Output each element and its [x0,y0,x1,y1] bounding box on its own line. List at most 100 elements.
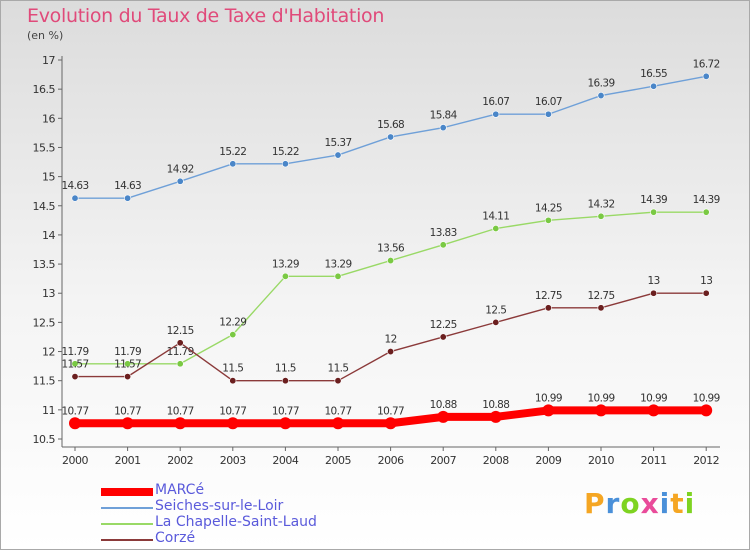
data-label: 10.77 [167,405,194,417]
data-point [384,417,397,430]
legend-swatch-seiches [101,507,153,509]
x-tick-label: 2007 [430,454,456,467]
data-label: 11.79 [167,346,194,358]
data-point [489,410,502,423]
data-point [334,272,342,280]
data-point [650,82,658,90]
data-label: 16.07 [482,96,509,108]
logo-letter: t [670,487,685,520]
data-point [387,257,395,265]
data-point [439,241,447,249]
data-label: 16.72 [693,58,720,70]
data-point [542,404,555,417]
legend-label-seiches: Seiches-sur-le-Loir [155,498,284,514]
logo-letter: r [605,487,621,520]
data-point [281,272,289,280]
y-tick-label: 14 [42,229,55,242]
x-tick-label: 2008 [483,454,509,467]
data-label: 14.92 [167,163,194,175]
data-label: 10.99 [587,392,614,404]
data-point [69,417,81,430]
data-point [71,373,79,381]
x-tick-label: 2009 [535,454,561,467]
data-label: 11.5 [275,363,296,375]
legend-label-corze: Corzé [155,530,196,546]
data-point [700,404,713,417]
data-point [702,208,710,216]
data-point [71,194,79,202]
data-label: 13.29 [272,258,299,270]
y-tick-label: 11 [42,404,55,417]
data-label: 10.99 [535,392,562,404]
x-tick-label: 2001 [115,454,141,467]
logo-letter: x [640,487,660,520]
data-label: 12.29 [219,317,246,329]
data-point [121,417,134,430]
data-point [597,92,605,100]
logo-letter: i [684,487,696,520]
x-tick-label: 2000 [62,454,88,467]
y-tick-label: 16 [42,112,55,125]
data-label: 10.77 [61,405,88,417]
data-point [229,160,237,168]
data-point [650,208,658,216]
data-label: 11.79 [61,346,88,358]
data-label: 11.5 [328,363,349,375]
data-label: 10.77 [272,405,299,417]
data-point [226,417,239,430]
data-label: 11.57 [114,359,141,371]
y-tick-label: 13 [42,287,55,300]
data-point [332,417,344,430]
data-label: 10.77 [219,405,246,417]
data-point [492,318,500,326]
y-tick-label: 11.5 [33,375,56,388]
y-tick-label: 17 [42,54,55,67]
data-label: 15.68 [377,119,404,131]
legend-swatch-chapelle [101,523,153,525]
data-point [597,304,605,312]
data-label: 14.63 [114,180,141,192]
data-label: 10.77 [377,405,404,417]
legend-swatch-corze [101,539,153,541]
data-point [279,417,292,430]
data-label: 14.63 [61,180,88,192]
y-tick-label: 15 [42,171,55,184]
data-label: 13.29 [324,258,351,270]
data-point [124,194,132,202]
data-point [544,216,552,224]
data-label: 13.56 [377,243,405,255]
data-label: 12.75 [587,290,614,302]
x-tick-label: 2003 [220,454,246,467]
data-point [702,289,710,297]
data-label: 14.11 [482,211,509,223]
data-label: 12.25 [430,319,457,331]
data-point [544,304,552,312]
legend-label-marce: MARCé [155,482,205,498]
legend-label-chapelle: La Chapelle-Saint-Laud [155,514,317,530]
data-label: 15.37 [324,137,351,149]
data-point [281,377,289,385]
data-point [174,417,187,430]
x-tick-label: 2004 [272,454,298,467]
logo-letter: P [584,487,606,520]
data-point [437,410,450,423]
data-label: 14.39 [640,194,667,206]
data-label: 15.22 [272,146,299,158]
data-point [176,339,184,347]
legend-swatch-marce [101,488,153,496]
x-tick-label: 2005 [325,454,351,467]
data-label: 14.25 [535,202,562,214]
data-point [597,212,605,220]
data-point [650,289,658,297]
data-point [281,160,289,168]
y-tick-label: 12 [42,346,55,359]
data-label: 16.39 [587,78,614,90]
data-label: 12.75 [535,290,562,302]
y-tick-label: 15.5 [33,141,56,154]
data-label: 16.55 [640,68,667,80]
data-label: 15.22 [219,146,246,158]
data-label: 11.57 [61,359,88,371]
data-label: 12.15 [167,325,194,337]
data-point [439,124,447,132]
